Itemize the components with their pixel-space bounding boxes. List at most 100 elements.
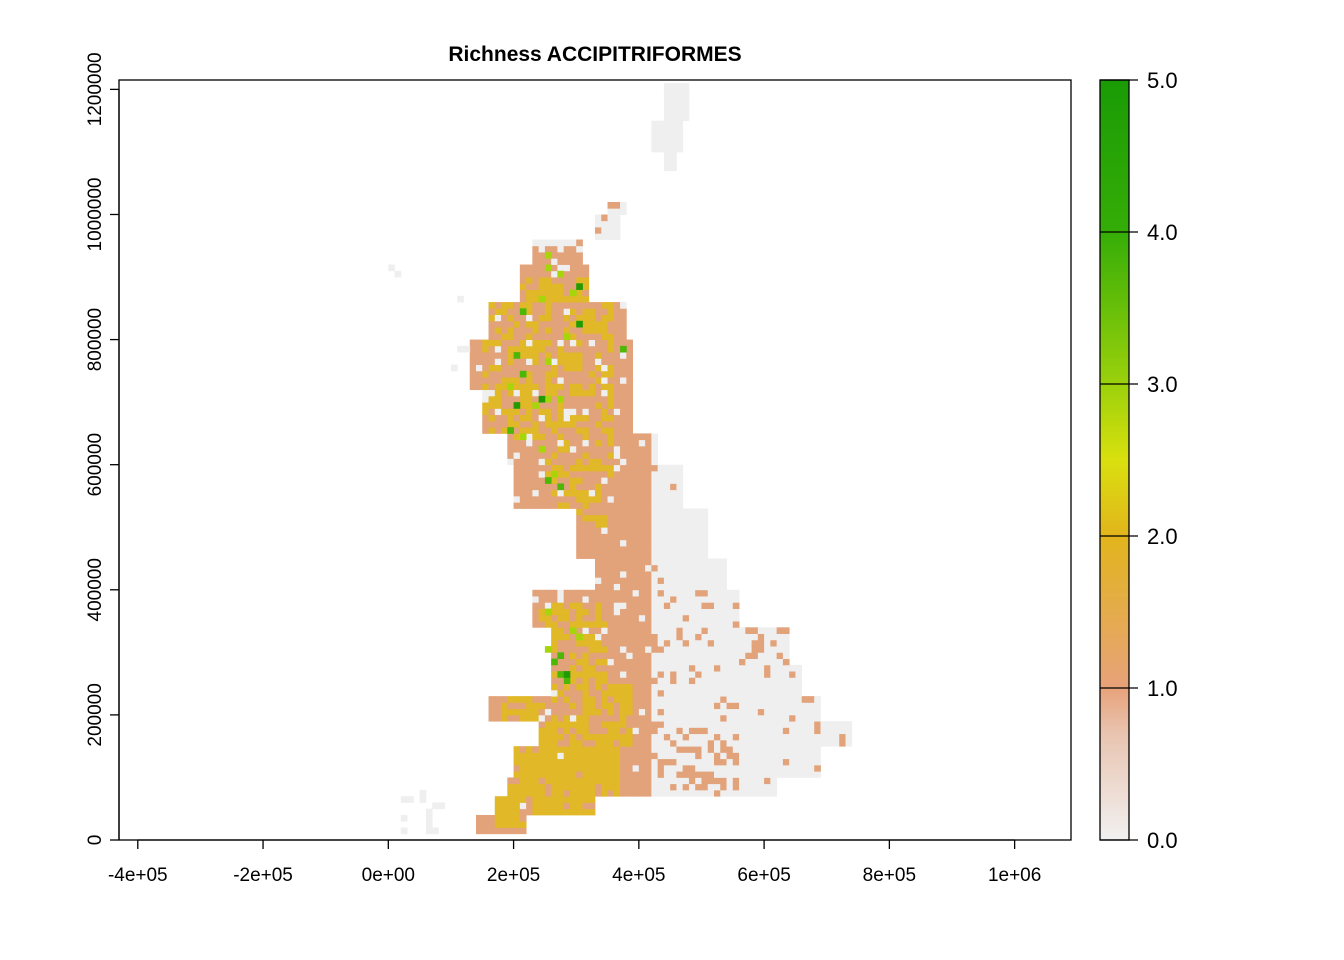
raster-cell [651, 658, 659, 666]
raster-cell [638, 520, 646, 528]
raster-cell [532, 489, 540, 497]
raster-cell [714, 702, 721, 710]
y-tick-label: 200000 [85, 683, 106, 746]
raster-cell [501, 320, 508, 328]
raster-cell [588, 514, 596, 522]
raster-cell [657, 558, 665, 566]
raster-cell [657, 589, 665, 597]
raster-cell [595, 689, 602, 697]
raster-cell [551, 445, 558, 453]
raster-cell [632, 589, 640, 597]
raster-cell [839, 721, 846, 728]
raster-cell [682, 596, 690, 603]
raster-cell [632, 771, 640, 778]
raster-cell [632, 777, 640, 785]
raster-cell [551, 383, 558, 391]
raster-cell [576, 452, 583, 459]
raster-cell [732, 652, 740, 660]
raster-cell [663, 83, 671, 90]
raster-cell [563, 320, 571, 328]
raster-cell [588, 452, 596, 459]
raster-cell [482, 420, 489, 428]
raster-cell [557, 358, 565, 366]
raster-cell [419, 796, 427, 803]
raster-cell [751, 721, 759, 728]
raster-cell [432, 827, 439, 835]
raster-cell [538, 277, 546, 284]
raster-cell [620, 683, 627, 691]
raster-cell [695, 677, 702, 685]
raster-cell [745, 758, 752, 766]
raster-cell [770, 783, 778, 791]
raster-cell [739, 721, 746, 728]
raster-cell [551, 420, 558, 428]
raster-cell [676, 533, 684, 541]
raster-cell [532, 320, 540, 328]
raster-cell [563, 270, 571, 278]
raster-cell [726, 696, 734, 703]
raster-cell [620, 383, 627, 391]
raster-cell [757, 652, 765, 660]
raster-cell [682, 608, 690, 616]
raster-cell [638, 727, 646, 735]
raster-cell [707, 564, 715, 572]
raster-cell [707, 664, 715, 672]
raster-cell [507, 327, 514, 334]
raster-cell [507, 408, 514, 416]
raster-cell [532, 420, 540, 428]
raster-cell [707, 758, 715, 766]
raster-cell [588, 752, 596, 760]
raster-cell [544, 796, 552, 803]
raster-cell [682, 639, 690, 647]
raster-cell [501, 333, 508, 340]
raster-cell [613, 439, 621, 447]
raster-cell [626, 339, 633, 347]
raster-cell [519, 796, 527, 803]
raster-cell [595, 721, 602, 728]
raster-cell [601, 539, 608, 547]
raster-cell [582, 739, 590, 747]
x-axis: -4e+05 -2e+05 0e+00 2e+05 4e+05 6e+05 8e+05 1e+… [108, 839, 1041, 886]
raster-cell [638, 646, 646, 653]
raster-cell [607, 345, 615, 353]
raster-cell [588, 470, 596, 478]
raster-cell [620, 771, 627, 778]
raster-cell [595, 577, 602, 584]
raster-cell [795, 733, 803, 741]
raster-cell [651, 477, 659, 484]
raster-cell [563, 333, 571, 340]
raster-cell [676, 621, 684, 628]
raster-cell [682, 514, 690, 522]
raster-cell [544, 758, 552, 766]
raster-cell [607, 752, 615, 760]
raster-cell [588, 689, 596, 697]
raster-cell [607, 227, 615, 234]
raster-cell [626, 546, 633, 553]
raster-cell [795, 664, 803, 672]
raster-cell [576, 495, 583, 503]
raster-cell [751, 733, 759, 741]
raster-cell [782, 677, 790, 685]
raster-cell [620, 533, 627, 541]
raster-cell [620, 621, 627, 628]
raster-cell [638, 777, 646, 785]
raster-cell [814, 739, 821, 747]
raster-cell [676, 739, 684, 747]
raster-cell [663, 689, 671, 697]
raster-cell [720, 564, 727, 572]
raster-cell [776, 671, 784, 678]
raster-cell [682, 101, 690, 109]
raster-cell [701, 746, 709, 753]
raster-cell [563, 289, 571, 297]
raster-cell [714, 602, 721, 609]
raster-cell [607, 621, 615, 628]
raster-cell [569, 602, 577, 609]
raster-cell [595, 764, 602, 772]
raster-cell [501, 364, 508, 372]
raster-cell [626, 508, 633, 516]
raster-cell [519, 377, 527, 384]
raster-cell [569, 402, 577, 409]
raster-cell [682, 696, 690, 703]
raster-cell [645, 746, 652, 753]
